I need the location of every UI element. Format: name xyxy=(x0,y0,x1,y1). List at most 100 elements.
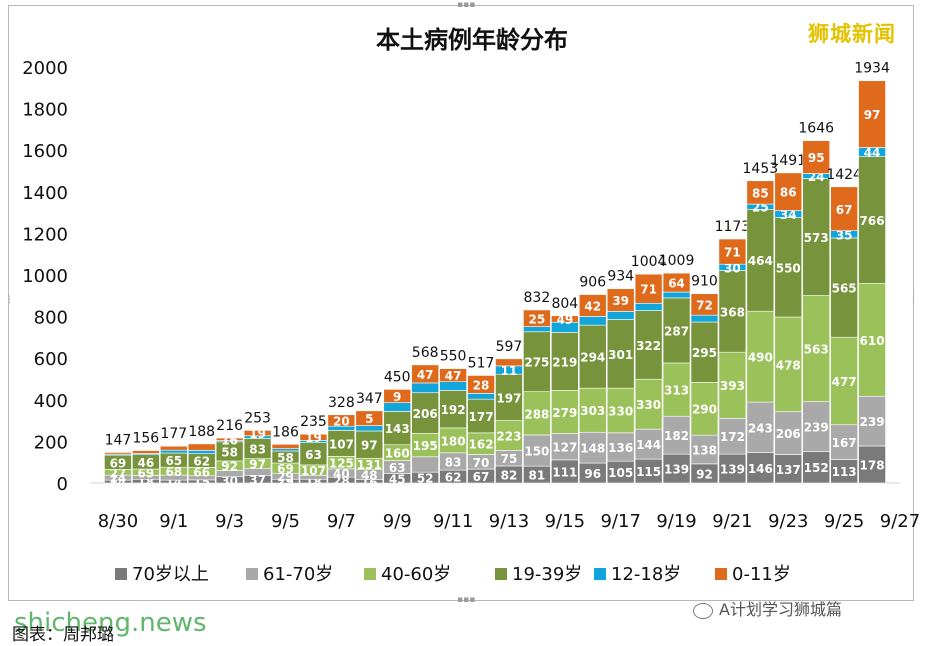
bar-segment xyxy=(634,273,663,304)
x-tick-label: 9/23 xyxy=(768,511,808,532)
bar-segment xyxy=(662,272,691,293)
segment-label: 287 xyxy=(664,324,689,338)
y-tick-label: 2000 xyxy=(22,58,68,79)
segment-label: 46 xyxy=(138,456,155,470)
bar-segment xyxy=(662,415,691,455)
bar-segment xyxy=(215,437,244,441)
segment-label: 464 xyxy=(748,254,773,268)
bar-segment xyxy=(662,297,691,364)
bar-segment xyxy=(690,293,719,316)
segment-label: 5 xyxy=(365,412,373,426)
chart-title: 本土病例年龄分布 xyxy=(376,26,568,54)
total-label: 1453 xyxy=(743,161,779,177)
segment-label: 301 xyxy=(608,348,633,362)
segment-label: 11 xyxy=(501,364,518,378)
bar-segment xyxy=(327,414,356,427)
segment-label: 45 xyxy=(389,472,406,486)
segment-label: 97 xyxy=(864,108,881,122)
total-label: 910 xyxy=(691,274,718,290)
bar-segment xyxy=(551,332,579,391)
legend-label: 61-70岁 xyxy=(263,564,333,585)
segment-label: 67 xyxy=(473,470,490,484)
legend-swatch xyxy=(364,568,376,580)
bar-segment xyxy=(830,186,858,231)
bar-segment xyxy=(411,456,439,473)
bar-segment xyxy=(718,238,747,265)
segment-label: 71 xyxy=(640,283,657,297)
segment-label: 9 xyxy=(393,390,401,404)
segment-label: 206 xyxy=(413,407,438,421)
segment-label: 206 xyxy=(776,427,801,441)
bar-segment xyxy=(858,445,886,484)
x-tick-label: 9/5 xyxy=(271,511,300,532)
resize-handle-left[interactable]: ⋮ xyxy=(5,295,14,305)
bar-segment xyxy=(104,452,132,455)
segment-label: 550 xyxy=(776,261,801,275)
bar-segment xyxy=(132,450,160,454)
segment-label: 131 xyxy=(357,458,382,472)
bar-segment xyxy=(439,427,467,454)
total-label: 832 xyxy=(524,290,551,306)
segment-label: 111 xyxy=(552,465,577,479)
segment-label: 223 xyxy=(496,429,521,443)
total-label: 147 xyxy=(105,432,132,448)
segment-label: 69 xyxy=(138,466,155,480)
segment-label: 47 xyxy=(417,368,434,382)
segment-label: 219 xyxy=(552,355,577,369)
resize-handle-bottom[interactable]: ▪▪▪ xyxy=(457,595,476,605)
segment-label: 172 xyxy=(720,430,745,444)
segment-label: 64 xyxy=(668,277,685,291)
total-label: 1424 xyxy=(826,167,862,183)
resize-handle-right[interactable]: ⋮ xyxy=(909,295,918,305)
bar-segment xyxy=(774,217,803,318)
segment-label: 138 xyxy=(692,444,717,458)
bar-segment xyxy=(355,425,384,432)
segment-label: 192 xyxy=(441,403,466,417)
bar-segment xyxy=(774,454,803,484)
segment-label: 92 xyxy=(221,460,238,474)
segment-label: 239 xyxy=(804,421,829,435)
bar-segment xyxy=(159,445,188,451)
segment-label: 20 xyxy=(333,414,350,428)
segment-label: 42 xyxy=(584,299,601,313)
total-label: 517 xyxy=(468,355,495,371)
segment-label: 47 xyxy=(445,369,462,383)
total-label: 216 xyxy=(216,418,243,434)
segment-label: 62 xyxy=(445,471,462,485)
segment-label: 69 xyxy=(110,456,127,470)
segment-label: 330 xyxy=(608,405,633,419)
bar-segment xyxy=(746,310,775,403)
segment-label: 368 xyxy=(720,305,745,319)
x-tick-label: 9/19 xyxy=(656,511,696,532)
segment-label: 97 xyxy=(361,439,378,453)
segment-label: 294 xyxy=(580,351,605,365)
segment-label: 125 xyxy=(329,457,354,471)
resize-handle-top[interactable]: ▪▪▪ xyxy=(457,0,476,10)
segment-label: 393 xyxy=(720,379,745,393)
segment-label: 127 xyxy=(552,441,577,455)
bar-segment xyxy=(439,368,467,383)
bar-segment xyxy=(802,295,831,402)
segment-label: 107 xyxy=(329,437,354,451)
x-tick-label: 9/15 xyxy=(545,511,585,532)
x-tick-label: 9/27 xyxy=(880,511,920,532)
legend-swatch xyxy=(594,568,606,580)
segment-label: 44 xyxy=(864,146,881,160)
bar-segment xyxy=(606,387,635,434)
total-label: 804 xyxy=(551,296,578,312)
segment-label: 58 xyxy=(221,445,238,459)
wechat-account-label: A计划学习狮城篇 xyxy=(719,600,842,619)
bar-segment xyxy=(523,326,551,333)
bar-segment xyxy=(271,448,300,452)
segment-label: 477 xyxy=(832,375,857,389)
segment-label: 72 xyxy=(696,298,713,312)
bar-segment xyxy=(606,432,635,462)
segment-label: 35 xyxy=(836,228,853,242)
segment-label: 96 xyxy=(584,467,601,481)
bar-segment xyxy=(606,311,635,320)
wechat-account: A计划学习狮城篇 xyxy=(693,596,842,620)
y-tick-label: 0 xyxy=(57,474,68,495)
x-tick-label: 9/3 xyxy=(215,511,244,532)
segment-label: 143 xyxy=(385,422,410,436)
total-label: 1934 xyxy=(854,61,890,77)
